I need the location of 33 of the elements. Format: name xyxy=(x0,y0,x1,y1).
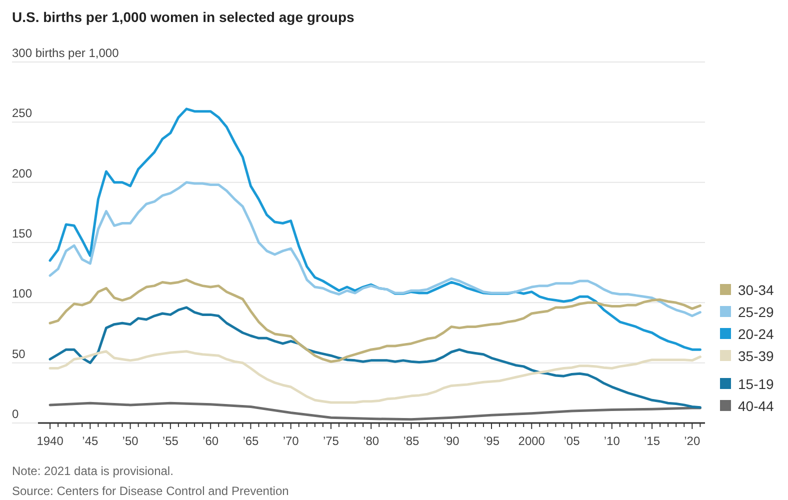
x-tick-label: ’90 xyxy=(443,434,460,448)
x-tick-label: ’55 xyxy=(162,434,179,448)
x-tick-label: ’95 xyxy=(483,434,500,448)
x-tick-label: ’15 xyxy=(644,434,660,448)
x-tick-label: 1940 xyxy=(36,434,64,448)
x-tick-label: ’85 xyxy=(403,434,420,448)
legend-label: 20-24 xyxy=(738,326,774,342)
x-tick-label: ’10 xyxy=(604,434,620,448)
x-tick-label: ’60 xyxy=(202,434,219,448)
y-tick-label: 100 xyxy=(12,286,32,301)
x-tick-label: ’20 xyxy=(684,434,700,448)
x-tick-label: ’70 xyxy=(282,434,300,448)
legend-label: 25-29 xyxy=(738,304,774,320)
x-tick-label: ’45 xyxy=(82,434,99,448)
source-note: Source: Centers for Disease Control and Prevention xyxy=(12,484,289,498)
y-tick-label: 300 births per 1,000 xyxy=(12,46,120,60)
x-tick-label: ’65 xyxy=(242,434,260,448)
y-tick-label: 200 xyxy=(12,166,32,180)
x-tick-label: ’75 xyxy=(322,434,340,448)
x-tick-label: ’50 xyxy=(122,434,139,448)
x-tick-label: ’05 xyxy=(564,434,580,448)
text: Note: 2021 data is provisional. xyxy=(12,464,174,478)
y-tick-label: 150 xyxy=(12,226,32,240)
x-tick-label: ’80 xyxy=(363,434,380,448)
legend-label: 40-44 xyxy=(738,398,774,414)
y-tick-label: 50 xyxy=(12,346,26,361)
x-tick-label: 2000 xyxy=(518,434,546,448)
legend-label: 35-39 xyxy=(738,348,774,364)
y-tick-label: 0 xyxy=(12,407,19,421)
legend-label: 30-34 xyxy=(738,282,774,298)
y-tick-label: 250 xyxy=(12,106,32,120)
legend-label: 15-19 xyxy=(738,376,774,392)
chart-title: U.S. births per 1,000 women in selected age groups xyxy=(12,9,355,25)
